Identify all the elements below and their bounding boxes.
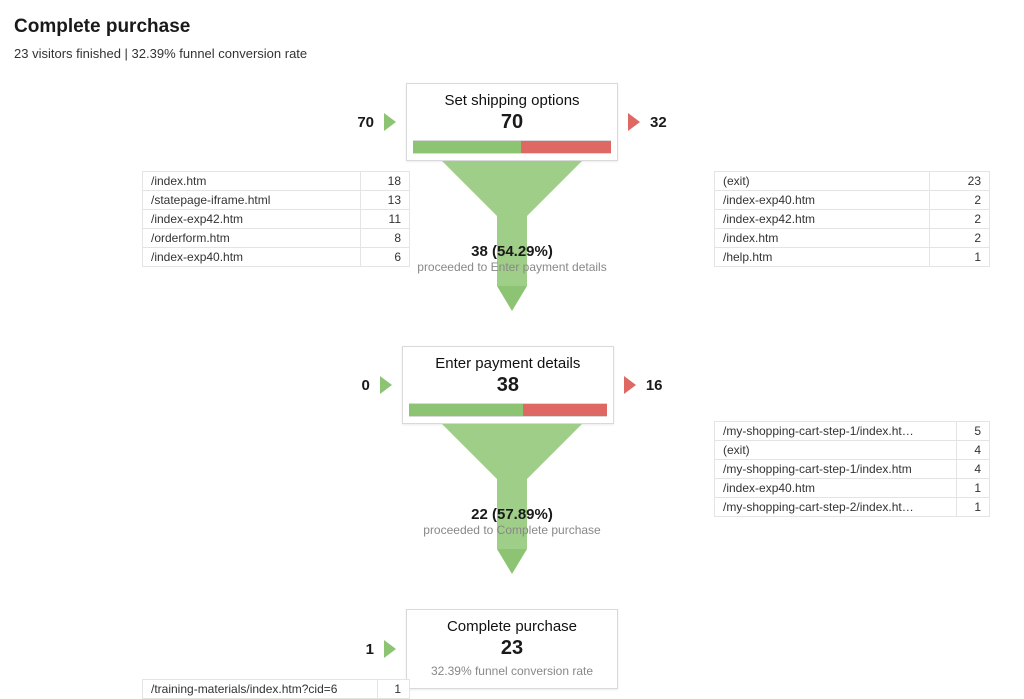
path-cell: (exit) (715, 441, 957, 460)
stage-2-bar (409, 403, 607, 417)
table-row: /my-shopping-cart-step-2/index.ht…1 (715, 498, 990, 517)
stage-1-count: 70 (407, 111, 617, 134)
count-cell: 11 (361, 210, 410, 229)
path-cell: /index-exp42.htm (143, 210, 361, 229)
count-cell: 2 (930, 210, 990, 229)
table-row: /index-exp40.htm2 (715, 191, 990, 210)
stage-2-proceed-label: proceeded to Complete purchase (406, 523, 618, 537)
count-cell: 1 (957, 498, 990, 517)
table-row: /index-exp40.htm1 (715, 479, 990, 498)
page-title: Complete purchase (14, 16, 1010, 38)
path-cell: /orderform.htm (143, 229, 361, 248)
count-cell: 1 (377, 680, 409, 699)
stage-3-in-table: /training-materials/index.htm?cid=61 (142, 679, 410, 699)
stage-3-title: Complete purchase (407, 618, 617, 635)
count-cell: 1 (930, 248, 990, 267)
count-cell: 2 (930, 191, 990, 210)
count-cell: 4 (957, 441, 990, 460)
stage-2-out-count: 16 (646, 377, 663, 394)
table-row: /help.htm1 (715, 248, 990, 267)
funnel-visualization: 70 Set shipping options 70 32 /index.htm… (14, 83, 1010, 689)
stage-2-out-table: /my-shopping-cart-step-1/index.ht…5(exit… (714, 421, 990, 517)
count-cell: 5 (957, 422, 990, 441)
count-cell: 1 (957, 479, 990, 498)
count-cell: 4 (957, 460, 990, 479)
stage-2-row: 0 Enter payment details 38 16 (14, 346, 1010, 424)
table-row: /index-exp42.htm2 (715, 210, 990, 229)
path-cell: /help.htm (715, 248, 930, 267)
path-cell: /index-exp40.htm (715, 479, 957, 498)
count-cell: 13 (361, 191, 410, 210)
path-cell: (exit) (715, 172, 930, 191)
path-cell: /my-shopping-cart-step-2/index.ht… (715, 498, 957, 517)
path-cell: /my-shopping-cart-step-1/index.ht… (715, 422, 957, 441)
table-row: /my-shopping-cart-step-1/index.htm4 (715, 460, 990, 479)
table-row: (exit)4 (715, 441, 990, 460)
table-row: /index.htm18 (143, 172, 410, 191)
stage-1-proceed-label: proceeded to Enter payment details (406, 260, 618, 274)
table-row: /index-exp40.htm6 (143, 248, 410, 267)
count-cell: 23 (930, 172, 990, 191)
table-row: /index-exp42.htm11 (143, 210, 410, 229)
table-row: (exit)23 (715, 172, 990, 191)
table-row: /training-materials/index.htm?cid=61 (143, 680, 410, 699)
stage-1-bar (413, 140, 611, 154)
path-cell: /index-exp40.htm (143, 248, 361, 267)
stage-1-title: Set shipping options (407, 92, 617, 109)
stage-2-count: 38 (403, 374, 613, 397)
stage-1-out-table: (exit)23/index-exp40.htm2/index-exp42.ht… (714, 171, 990, 267)
path-cell: /index-exp42.htm (715, 210, 930, 229)
count-cell: 18 (361, 172, 410, 191)
final-conversion-rate: 32.39% funnel conversion rate (407, 664, 617, 678)
stage-3-box: Complete purchase 23 32.39% funnel conve… (406, 609, 618, 689)
arrow-in-icon (384, 113, 396, 131)
stage-1-proceed-count: 38 (54.29%) (406, 243, 618, 260)
stage-2-proceed-count: 22 (57.89%) (406, 506, 618, 523)
stage-2-box: Enter payment details 38 (402, 346, 614, 424)
summary-subtext: 23 visitors finished | 32.39% funnel con… (14, 46, 1010, 61)
count-cell: 8 (361, 229, 410, 248)
stage-3-row: 1 Complete purchase 23 32.39% funnel con… (14, 609, 1010, 689)
stage-1-box: Set shipping options 70 (406, 83, 618, 161)
path-cell: /statepage-iframe.html (143, 191, 361, 210)
count-cell: 6 (361, 248, 410, 267)
stage-2-in-count: 0 (361, 377, 369, 394)
stage-3-count: 23 (407, 637, 617, 660)
stage-1-out-count: 32 (650, 114, 667, 131)
arrow-out-icon (624, 376, 636, 394)
path-cell: /my-shopping-cart-step-1/index.htm (715, 460, 957, 479)
stage-1-row: 70 Set shipping options 70 32 (14, 83, 1010, 161)
path-cell: /index-exp40.htm (715, 191, 930, 210)
table-row: /index.htm2 (715, 229, 990, 248)
stage-1-in-table: /index.htm18/statepage-iframe.html13/ind… (142, 171, 410, 267)
path-cell: /training-materials/index.htm?cid=6 (143, 680, 378, 699)
arrow-out-icon (628, 113, 640, 131)
path-cell: /index.htm (143, 172, 361, 191)
arrow-in-icon (384, 640, 396, 658)
stage-2-title: Enter payment details (403, 355, 613, 372)
table-row: /statepage-iframe.html13 (143, 191, 410, 210)
path-cell: /index.htm (715, 229, 930, 248)
arrow-in-icon (380, 376, 392, 394)
stage-3-in-count: 1 (366, 641, 374, 658)
stage-1-in-count: 70 (357, 114, 374, 131)
count-cell: 2 (930, 229, 990, 248)
table-row: /orderform.htm8 (143, 229, 410, 248)
table-row: /my-shopping-cart-step-1/index.ht…5 (715, 422, 990, 441)
